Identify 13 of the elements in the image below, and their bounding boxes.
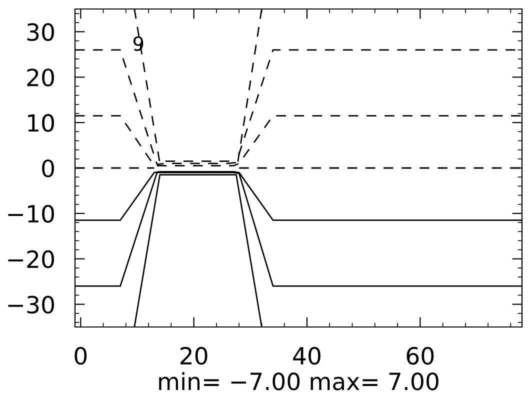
x-tick-label: 60 — [406, 346, 434, 365]
y-tick-label: 30 — [27, 23, 54, 42]
y-tick-label: −20 — [8, 250, 54, 268]
x-axis-title: min= −7.00 max= 7.00 — [159, 372, 438, 390]
y-tick-label: −30 — [8, 296, 54, 314]
y-tick-label: −10 — [8, 204, 54, 223]
annotation: 9 — [133, 36, 144, 51]
x-tick-label: 40 — [293, 346, 320, 365]
y-tick-label: 20 — [27, 68, 54, 86]
y-tick-label: 10 — [28, 114, 54, 132]
x-tick-label: 0 — [74, 346, 87, 365]
x-tick-label: 20 — [180, 346, 208, 365]
y-tick-label: 0 — [42, 159, 54, 178]
